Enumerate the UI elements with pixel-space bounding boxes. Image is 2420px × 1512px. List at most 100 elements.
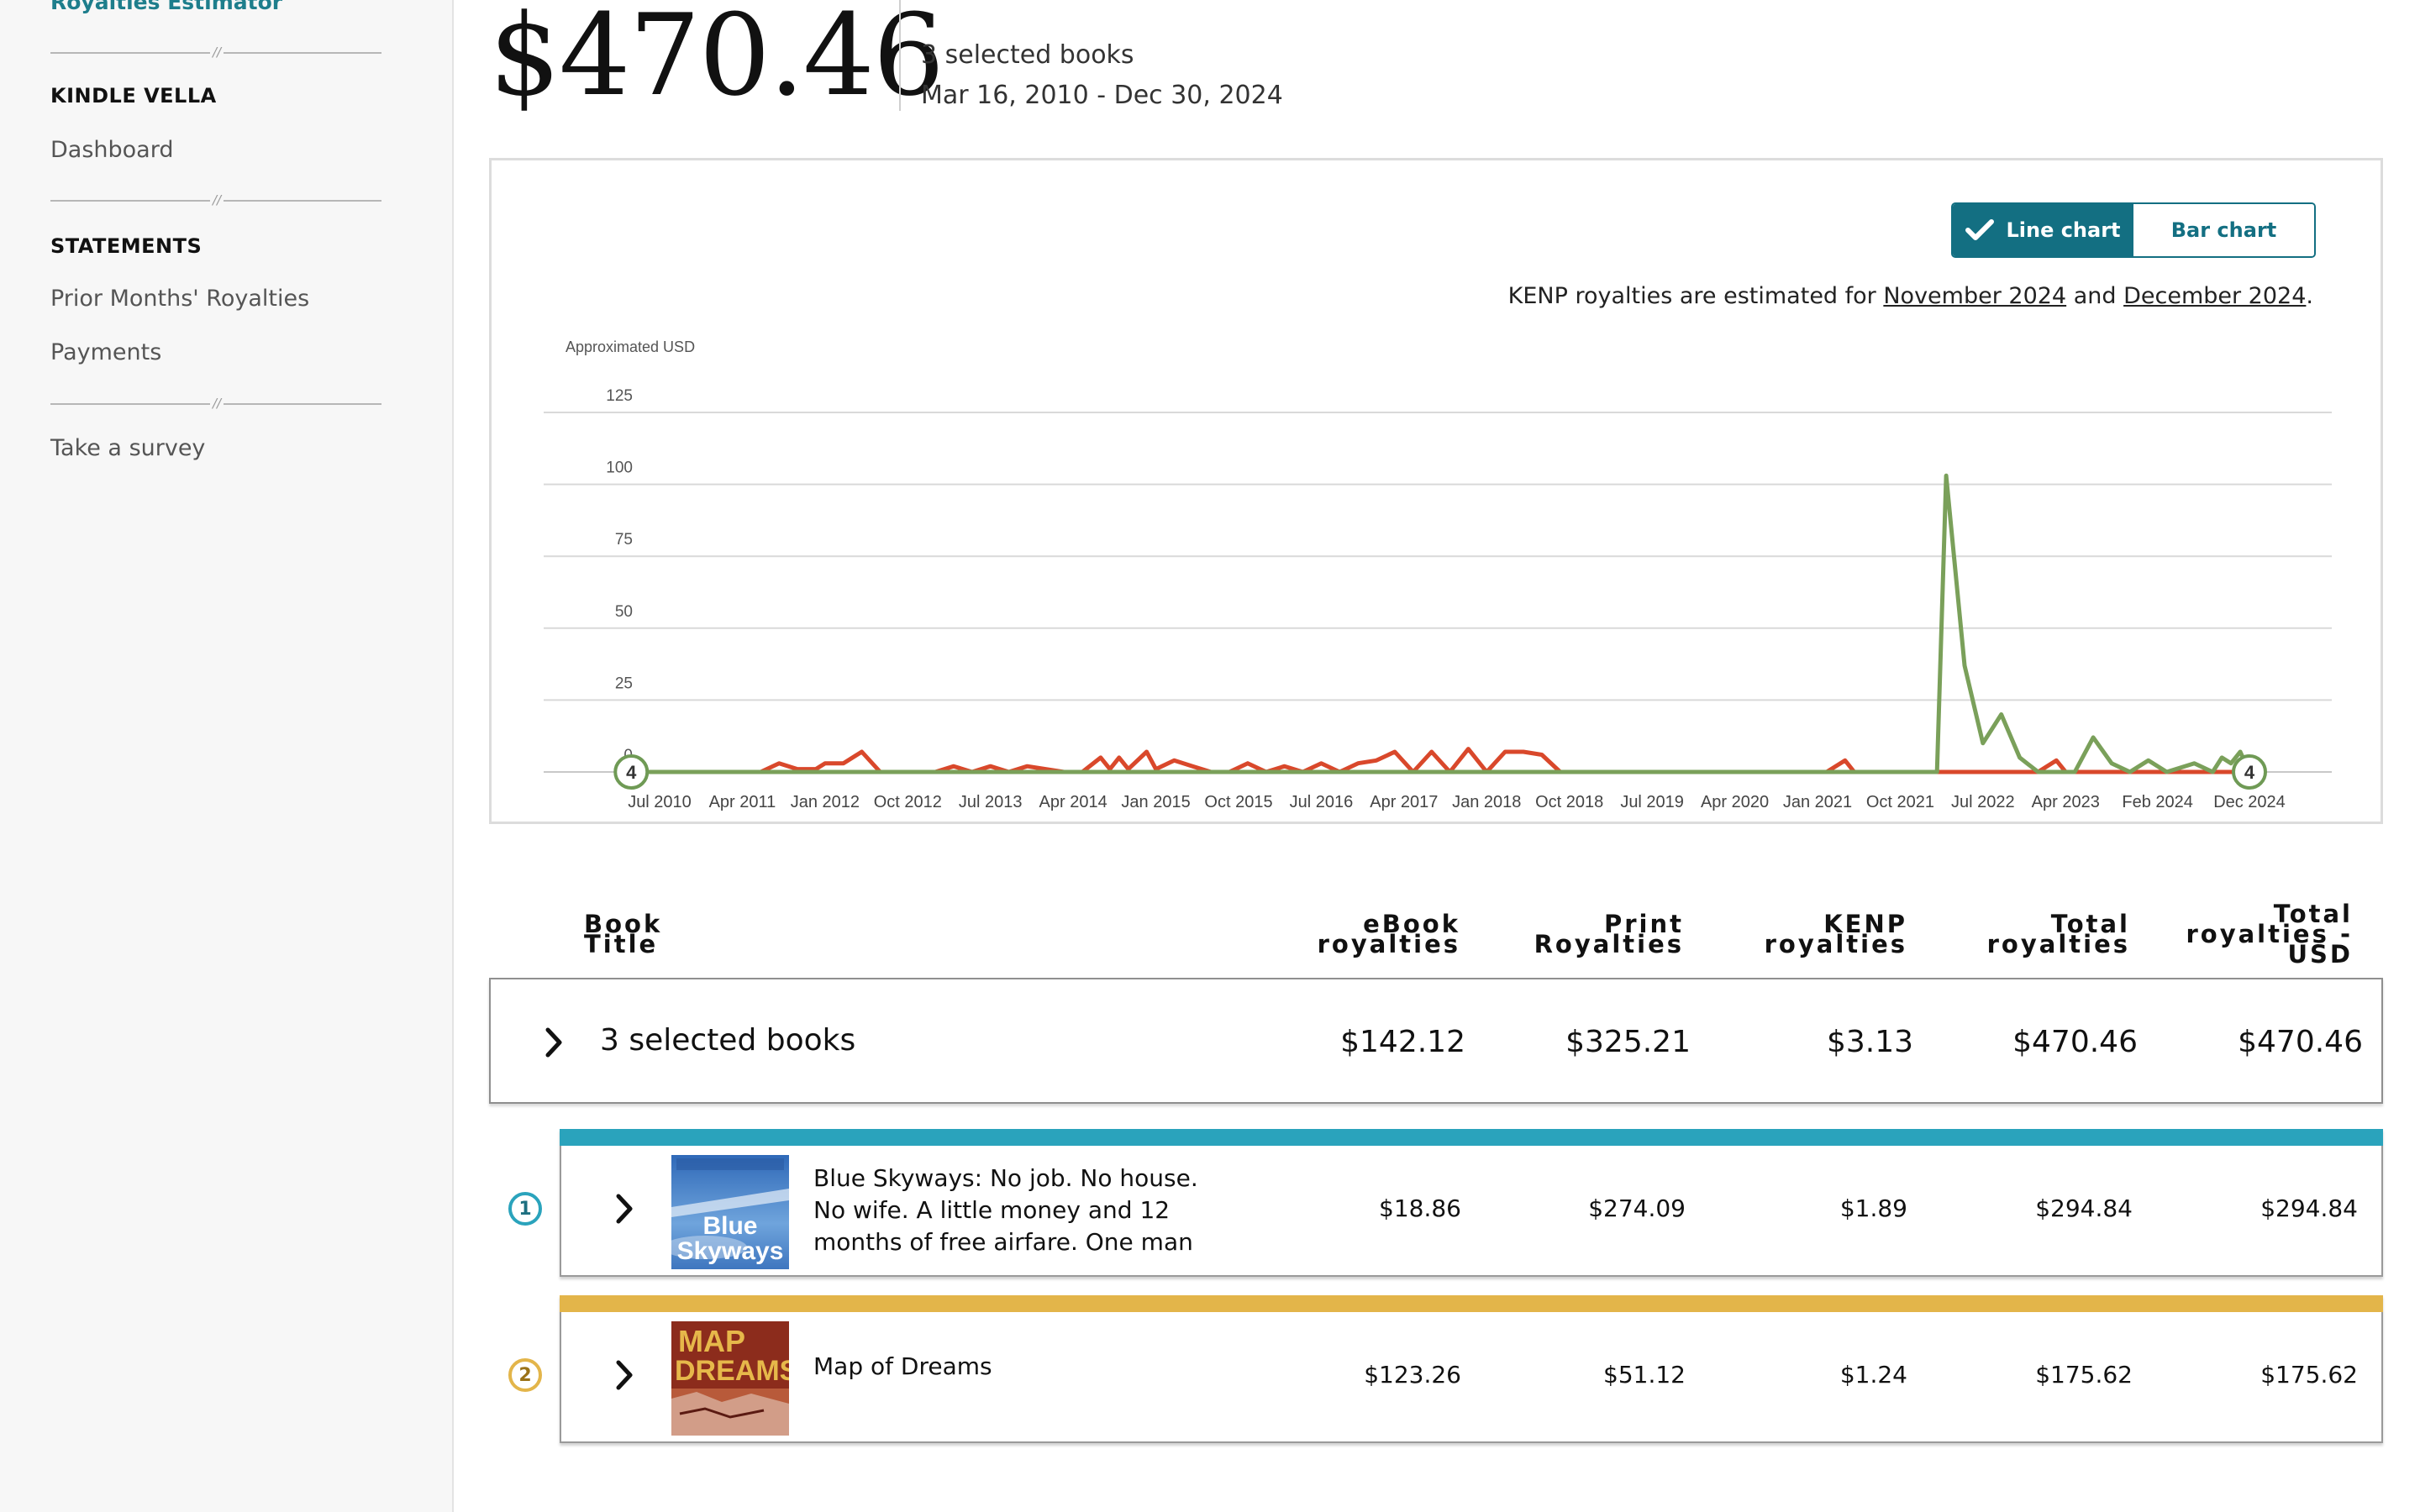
x-tick-label: Jan 2012 (791, 793, 860, 811)
december-2024-link[interactable]: December 2024 (2123, 283, 2307, 309)
book-color-stripe (560, 1129, 2383, 1146)
cover-title-line: Skyways (677, 1237, 784, 1265)
total-royalties-amount: $470.46 (489, 0, 944, 121)
y-axis-label: Approximated USD (566, 339, 695, 355)
summary-title: 3 selected books (600, 1023, 856, 1058)
book-total-royalties-usd: $294.84 (2260, 1194, 2358, 1222)
date-range: Mar 16, 2010 - Dec 30, 2024 (921, 81, 1283, 110)
x-tick-label: Feb 2024 (2122, 793, 2193, 811)
book-title[interactable]: Blue Skyways: No job. No house. No wife.… (813, 1164, 1198, 1256)
chevron-right-icon[interactable] (612, 1193, 637, 1225)
bar-chart-button[interactable]: Bar chart (2133, 204, 2314, 256)
x-tick-label: Oct 2012 (874, 793, 942, 811)
book-row[interactable]: MAP DREAMS Map of Dreams $123.26 $51.12 … (560, 1295, 2383, 1443)
book-row[interactable]: Blue Skyways Blue Skyways: No job. No ho… (560, 1129, 2383, 1277)
summary-row[interactable]: 3 selected books $142.12 $325.21 $3.13 $… (489, 978, 2383, 1104)
chevron-right-icon[interactable] (541, 1026, 566, 1058)
column-header-book-title[interactable]: Book Title (584, 910, 663, 958)
column-header-line: USD (2287, 940, 2353, 969)
book-color-stripe (560, 1295, 2383, 1312)
column-header-line: royalties (1317, 930, 1460, 958)
x-tick-label: Apr 2017 (1370, 793, 1438, 811)
sidebar-item-royalties-estimator[interactable]: Royalties Estimator (50, 0, 283, 14)
x-tick-label: Jul 2019 (1620, 793, 1684, 811)
x-tick-label: Jul 2016 (1290, 793, 1354, 811)
line-chart-label: Line chart (2006, 218, 2121, 242)
x-tick-label: Jan 2015 (1121, 793, 1190, 811)
line-chart-button[interactable]: Line chart (1953, 204, 2133, 256)
column-header-line: royalties (1986, 930, 2130, 958)
x-tick-label: Oct 2018 (1535, 793, 1603, 811)
summary-ebook-royalties: $142.12 (1340, 1025, 1465, 1059)
y-tick-label: 100 (606, 459, 633, 477)
book-total-royalties-usd: $175.62 (2260, 1361, 2358, 1389)
summary-total-royalties: $470.46 (2012, 1025, 2138, 1059)
cover-title-line: MAP (678, 1324, 745, 1358)
column-header-line: royalties (1764, 930, 1907, 958)
book-badge-1: 1 (508, 1192, 542, 1226)
november-2024-link[interactable]: November 2024 (1883, 283, 2067, 309)
check-icon (1965, 219, 1995, 240)
column-header-total-royalties-usd[interactable]: Total royalties - USD (2186, 900, 2353, 969)
book-ebook-royalties: $123.26 (1364, 1361, 1461, 1389)
end-marker (2232, 754, 2267, 790)
kenp-note-end: . (2306, 283, 2313, 309)
y-tick-label: 125 (606, 387, 633, 405)
chevron-right-icon[interactable] (612, 1359, 637, 1391)
y-tick-label: 25 (615, 675, 633, 692)
royalties-chart-panel: Approximated USD0255075100125Jul 2010Apr… (489, 158, 2383, 824)
cover-title-line: Blue (702, 1212, 757, 1240)
series-line-2 (620, 473, 2252, 774)
x-tick-label: Jan 2018 (1452, 793, 1521, 811)
column-header-kenp-royalties[interactable]: KENP royalties (1764, 912, 1907, 958)
book-cover-map-of-dreams: MAP DREAMS (671, 1321, 789, 1436)
column-header-print-royalties[interactable]: Print Royalties (1534, 912, 1684, 957)
x-tick-label: Oct 2021 (1866, 793, 1934, 811)
book-kenp-royalties: $1.24 (1839, 1361, 1907, 1389)
column-header-ebook-royalties[interactable]: eBook royalties (1317, 912, 1460, 958)
summary-kenp-royalties: $3.13 (1826, 1025, 1913, 1059)
column-header-line: Total (2273, 900, 2353, 928)
kenp-note-text: KENP royalties are estimated for (1507, 283, 1884, 309)
sidebar-item-payments[interactable]: Payments (50, 339, 162, 365)
column-header-line: Title (584, 930, 659, 958)
book-kenp-royalties: $1.89 (1839, 1194, 1907, 1222)
y-tick-label: 75 (615, 531, 633, 549)
sidebar-section-statements: STATEMENTS (50, 234, 203, 258)
x-tick-label: Apr 2011 (709, 793, 776, 811)
book-title[interactable]: Map of Dreams (813, 1352, 992, 1380)
x-tick-label: Apr 2020 (1701, 793, 1769, 811)
x-tick-label: Dec 2024 (2213, 793, 2286, 811)
cover-title-line: DREAMS (675, 1355, 789, 1387)
start-marker (613, 754, 650, 790)
book-print-royalties: $51.12 (1603, 1361, 1686, 1389)
sidebar: Royalties Estimator // KINDLE VELLA Dash… (0, 0, 454, 1512)
book-total-royalties: $294.84 (2035, 1194, 2133, 1222)
x-tick-label: Jul 2013 (959, 793, 1023, 811)
column-header-line: Book (584, 910, 663, 938)
sidebar-divider: // (50, 395, 381, 412)
sidebar-item-take-a-survey[interactable]: Take a survey (50, 435, 206, 461)
chart-type-toggle: Line chart Bar chart (1951, 202, 2316, 258)
end-marker-label: 4 (2244, 762, 2255, 783)
start-marker-label: 4 (626, 762, 637, 783)
x-tick-label: Oct 2015 (1204, 793, 1272, 811)
book-badge-2: 2 (508, 1358, 542, 1392)
header-divider (899, 0, 901, 111)
bar-chart-label: Bar chart (2170, 218, 2277, 242)
kenp-note-and: and (2066, 283, 2124, 309)
sidebar-divider: // (50, 44, 381, 60)
column-header-line: royalties - (2186, 920, 2353, 948)
column-header-total-royalties[interactable]: Total royalties (1986, 910, 2130, 958)
book-print-royalties: $274.09 (1588, 1194, 1686, 1222)
royalties-line-chart: Approximated USD0255075100125Jul 2010Apr… (544, 339, 2332, 811)
sidebar-item-dashboard[interactable]: Dashboard (50, 137, 174, 163)
book-cover-blue-skyways: Blue Skyways (671, 1155, 789, 1269)
x-tick-label: Jan 2021 (1783, 793, 1852, 811)
sidebar-section-kindle-vella: KINDLE VELLA (50, 84, 217, 108)
sidebar-item-prior-months-royalties[interactable]: Prior Months' Royalties (50, 286, 310, 312)
sidebar-divider: // (50, 192, 381, 208)
x-tick-label: Apr 2014 (1039, 793, 1107, 811)
column-header-line: Total (2050, 910, 2130, 938)
kenp-estimate-note: KENP royalties are estimated for Novembe… (1508, 283, 2313, 309)
